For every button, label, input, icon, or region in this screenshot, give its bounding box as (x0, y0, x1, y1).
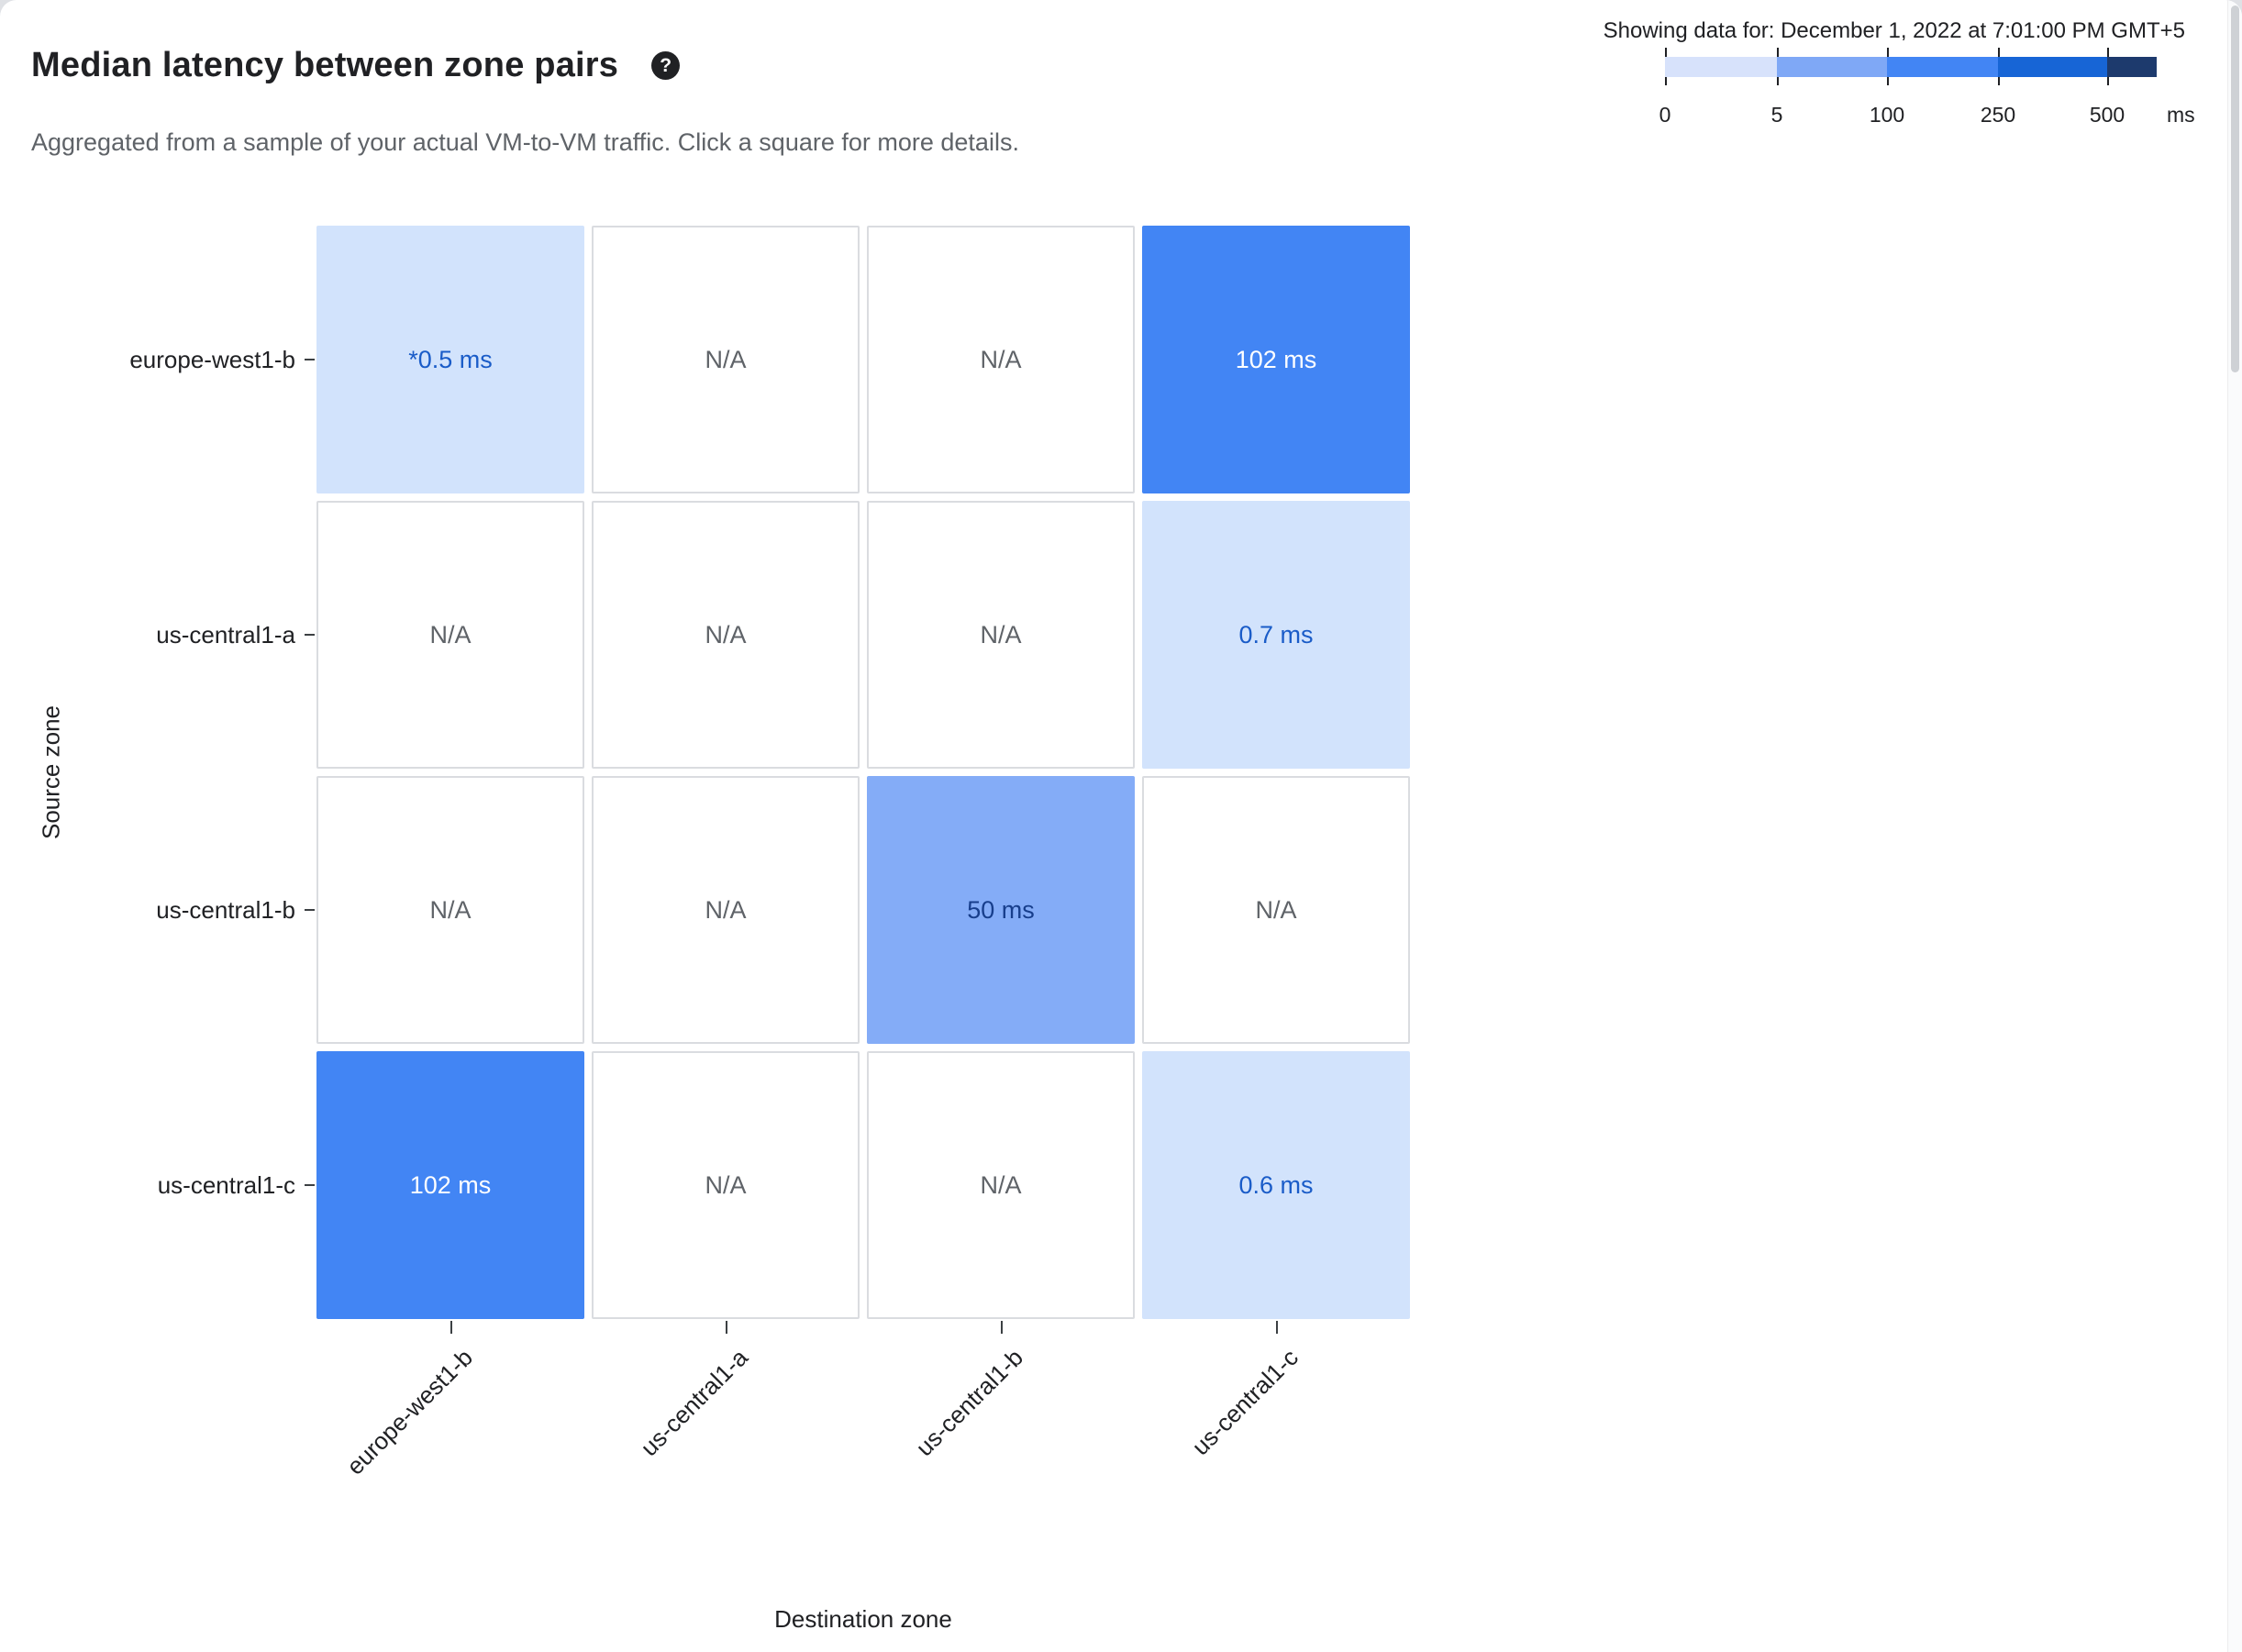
legend-color-segment (2107, 57, 2157, 77)
legend-tick-label: 5 (1770, 103, 1783, 127)
heatmap-cell-us-central1-a--europe-west1-b[interactable]: N/A (316, 501, 584, 769)
legend-tick-label: 0 (1659, 103, 1671, 127)
y-axis-tick (305, 634, 315, 636)
heatmap-cell-us-central1-c--us-central1-a[interactable]: N/A (592, 1051, 860, 1319)
y-tick-row: us-central1-c (0, 1051, 315, 1319)
heatmap-cell-us-central1-b--us-central1-c[interactable]: N/A (1142, 776, 1410, 1044)
x-tick-label: us-central1-a (635, 1343, 753, 1462)
heatmap-cell-europe-west1-b--us-central1-b[interactable]: N/A (867, 226, 1135, 493)
legend-tick-label: 250 (1980, 103, 2016, 127)
x-axis-tick (726, 1321, 727, 1334)
help-icon[interactable]: ? (651, 51, 681, 80)
heatmap-cell-europe-west1-b--europe-west1-b[interactable]: *0.5 ms (316, 226, 584, 493)
legend-unit-label: ms (2167, 103, 2195, 127)
heatmap-cell-us-central1-b--europe-west1-b[interactable]: N/A (316, 776, 584, 1044)
y-tick-label: europe-west1-b (129, 345, 295, 373)
y-tick-row: europe-west1-b (0, 226, 315, 493)
legend-color-bar (1665, 57, 2157, 77)
y-axis-labels: europe-west1-b us-central1-a us-central1-b… (0, 226, 315, 1326)
heatmap-cell-us-central1-c--us-central1-b[interactable]: N/A (867, 1051, 1135, 1319)
heatmap-cell-us-central1-a--us-central1-c[interactable]: 0.7 ms (1142, 501, 1410, 769)
y-tick-label: us-central1-c (157, 1170, 295, 1199)
x-tick-label: europe-west1-b (340, 1343, 478, 1480)
page-subtitle: Aggregated from a sample of your actual … (31, 128, 1019, 156)
heatmap-cell-us-central1-b--us-central1-a[interactable]: N/A (592, 776, 860, 1044)
showing-data-for-label: Showing data for: December 1, 2022 at 7:… (1603, 18, 2185, 43)
scrollbar-track[interactable] (2227, 0, 2242, 1652)
panel-header: Median latency between zone pairs ? (31, 46, 681, 85)
legend-tick-label: 500 (2089, 103, 2125, 127)
y-axis-tick (305, 1184, 315, 1186)
legend-tick-label: 100 (1869, 103, 1905, 127)
x-tick-label: us-central1-c (1186, 1343, 1304, 1461)
heatmap-cell-europe-west1-b--us-central1-c[interactable]: 102 ms (1142, 226, 1410, 493)
heatmap-cell-europe-west1-b--us-central1-a[interactable]: N/A (592, 226, 860, 493)
x-axis-tick (450, 1321, 452, 1334)
heatmap-cell-us-central1-c--europe-west1-b[interactable]: 102 ms (316, 1051, 584, 1319)
heatmap-cell-us-central1-a--us-central1-b[interactable]: N/A (867, 501, 1135, 769)
heatmap-cell-us-central1-a--us-central1-a[interactable]: N/A (592, 501, 860, 769)
legend-color-segment (1665, 57, 1777, 77)
legend-color-segment (1998, 57, 2107, 77)
legend-color-segment (1777, 57, 1887, 77)
x-axis-title: Destination zone (774, 1605, 952, 1633)
y-tick-row: us-central1-a (0, 501, 315, 769)
scrollbar-thumb[interactable] (2231, 6, 2239, 372)
x-axis-tick (1276, 1321, 1278, 1334)
y-tick-label: us-central1-a (156, 620, 295, 649)
y-axis-tick (305, 359, 315, 360)
page-title: Median latency between zone pairs (31, 46, 619, 84)
heatmap-cell-us-central1-b--us-central1-b[interactable]: 50 ms (867, 776, 1135, 1044)
y-tick-label: us-central1-b (156, 895, 295, 924)
y-tick-row: us-central1-b (0, 776, 315, 1044)
latency-color-legend: ms 0 5 100 250 500 (1659, 48, 2234, 144)
latency-heatmap-grid: *0.5 ms N/A N/A 102 ms N/A N/A N/A 0.7 ms N/A N/A… (316, 226, 1410, 1319)
legend-color-segment (1887, 57, 1998, 77)
x-tick-label: us-central1-b (910, 1343, 1028, 1462)
x-axis-tick (1001, 1321, 1003, 1334)
y-axis-tick (305, 909, 315, 911)
heatmap-cell-us-central1-c--us-central1-c[interactable]: 0.6 ms (1142, 1051, 1410, 1319)
